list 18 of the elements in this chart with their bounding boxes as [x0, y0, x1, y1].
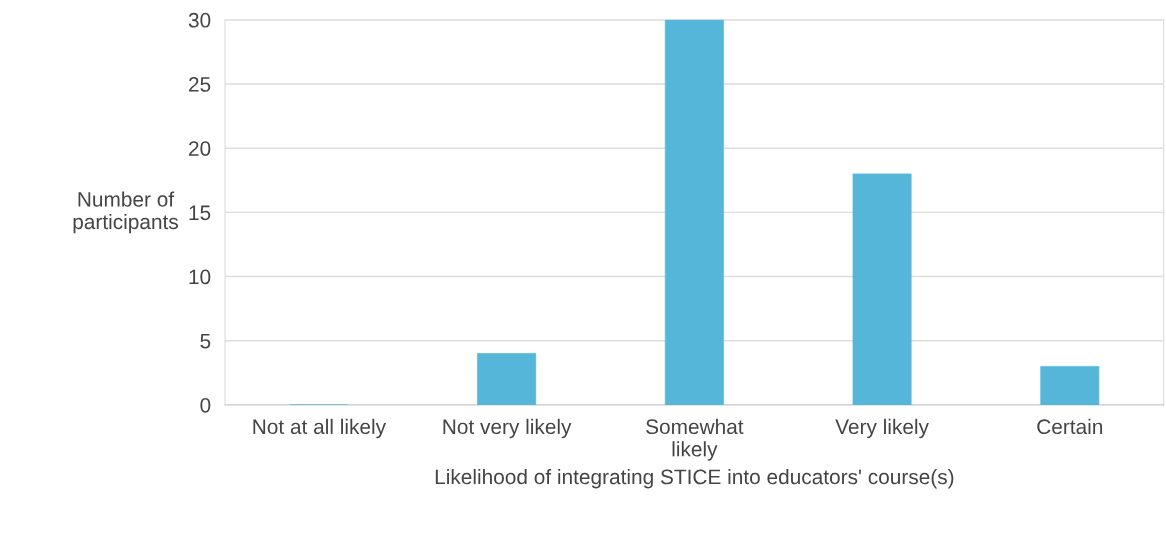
x-tick-label: Not very likely	[443, 418, 572, 439]
bar	[852, 173, 912, 405]
y-tick-label: 10	[189, 269, 211, 285]
x-tick-label: Very likely	[835, 418, 929, 439]
y-tick-label: 25	[189, 77, 211, 92]
y-tick-label: 0	[200, 397, 211, 413]
x-axis-title: Likelihood of integrating STICE into educators' course(s)	[435, 468, 954, 489]
x-tick-label: Somewhat likely	[646, 418, 744, 461]
bar	[664, 19, 724, 405]
x-tick-label: Not at all likely	[253, 418, 387, 439]
y-tick-label: 5	[200, 333, 211, 349]
y-axis-title: Number of participants	[73, 191, 178, 234]
y-tick-label: 30	[188, 12, 211, 28]
bar	[1040, 366, 1100, 405]
y-tick-label: 15	[189, 205, 211, 221]
bar	[477, 353, 537, 405]
x-tick-label: Certain	[1037, 418, 1103, 435]
y-tick-label: 20	[189, 141, 211, 156]
